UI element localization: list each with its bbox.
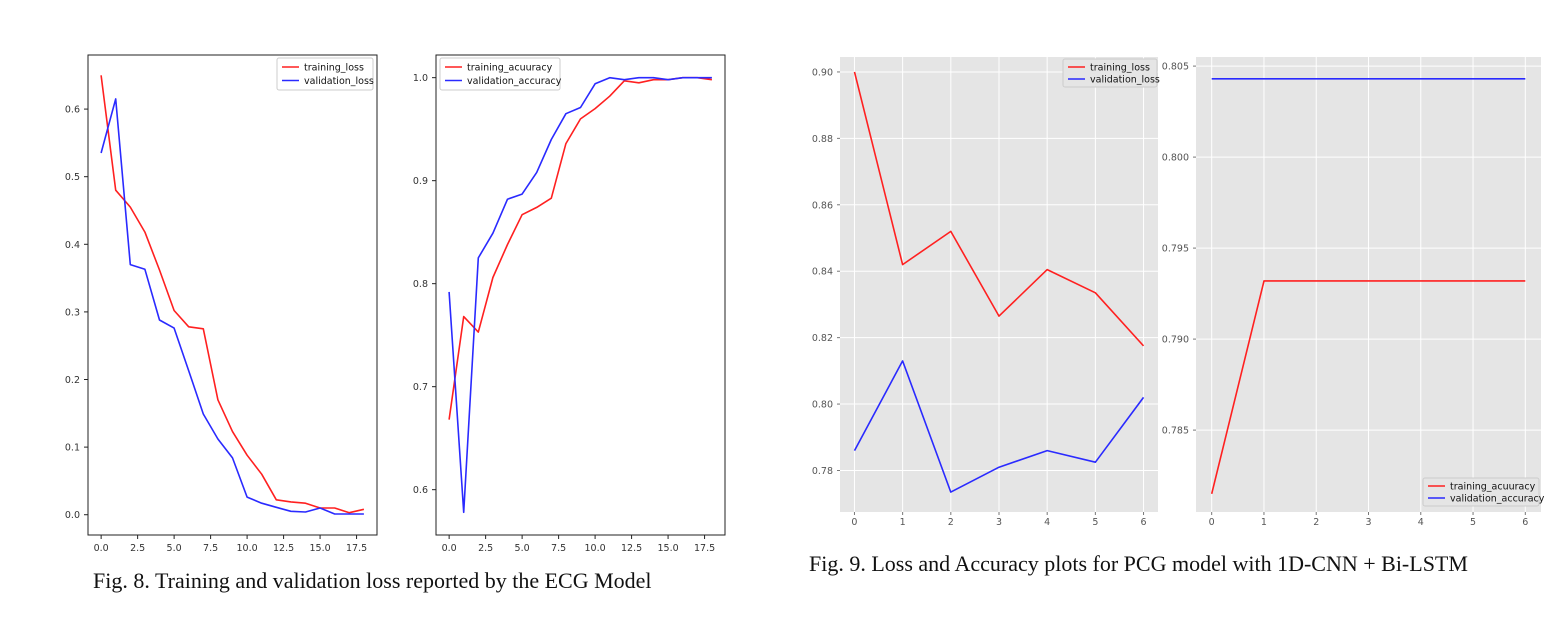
x-tick-label: 6 xyxy=(1141,517,1147,528)
x-tick-label: 17.5 xyxy=(346,543,367,554)
legend-label: validation_loss xyxy=(1090,74,1160,85)
fig8-caption: Fig. 8. Training and validation loss rep… xyxy=(93,568,652,593)
x-tick-label: 5.0 xyxy=(167,543,182,554)
x-tick-label: 6 xyxy=(1522,517,1528,528)
x-tick-label: 3 xyxy=(1365,517,1371,528)
legend-box xyxy=(1062,58,1158,88)
legend-label: training_loss xyxy=(304,62,364,73)
x-tick-label: 10.0 xyxy=(237,543,258,554)
x-tick-label: 7.5 xyxy=(551,543,566,554)
legend-box xyxy=(1422,477,1540,507)
plot-area xyxy=(87,54,378,536)
series-line-training-acuuracy xyxy=(1210,280,1526,494)
x-tick-label: 7.5 xyxy=(203,543,218,554)
y-tick-label: 0.8 xyxy=(413,279,428,290)
x-tick-label: 1 xyxy=(1261,517,1267,528)
plot-area xyxy=(435,54,726,536)
series-line-training-loss xyxy=(853,71,1145,347)
y-tick-label: 0.800 xyxy=(1162,153,1189,164)
x-tick-label: 15.0 xyxy=(657,543,678,554)
x-tick-label: 2.5 xyxy=(478,543,493,554)
fig9-loss-chart: 0 1 2 3 4 5 6 0.78 0.80 0.82 0.84 0.86 0.88 0.90 train… xyxy=(812,57,1160,528)
x-tick-label: 4 xyxy=(1044,517,1050,528)
legend-label: training_loss xyxy=(1090,62,1150,73)
x-tick-label: 1 xyxy=(900,517,906,528)
y-tick-label: 0.88 xyxy=(812,134,833,145)
fig8-accuracy-chart: 0.0 2.5 5.0 7.5 10.0 12.5 15.0 17.5 0.6 0.7 0.8 0.9… xyxy=(413,54,726,554)
y-tick-label: 0.2 xyxy=(65,375,80,386)
x-tick-label: 0 xyxy=(851,517,857,528)
y-tick-label: 0.790 xyxy=(1162,335,1189,346)
fig9-caption: Fig. 9. Loss and Accuracy plots for PCG … xyxy=(809,551,1468,576)
x-tick-label: 12.5 xyxy=(621,543,642,554)
y-tick-label: 0.6 xyxy=(413,485,428,496)
y-tick-label: 0.795 xyxy=(1162,244,1189,255)
legend-box xyxy=(439,57,561,91)
y-tick-label: 0.7 xyxy=(413,382,428,393)
legend-label: training_acuuracy xyxy=(1450,481,1536,492)
x-tick-label: 2 xyxy=(948,517,954,528)
y-tick-label: 0.84 xyxy=(812,267,833,278)
y-tick-label: 0.6 xyxy=(65,105,80,116)
x-tick-label: 12.5 xyxy=(273,543,294,554)
legend-label: validation_loss xyxy=(304,76,374,87)
y-tick-label: 0.805 xyxy=(1162,62,1189,73)
x-tick-label: 5 xyxy=(1092,517,1098,528)
legend-box xyxy=(276,57,374,91)
y-tick-label: 0.82 xyxy=(812,333,833,344)
x-tick-label: 17.5 xyxy=(694,543,715,554)
y-tick-label: 0.0 xyxy=(65,510,80,521)
x-tick-label: 4 xyxy=(1418,517,1424,528)
y-tick-label: 0.3 xyxy=(65,307,80,318)
y-tick-label: 0.9 xyxy=(413,176,428,187)
y-tick-label: 0.4 xyxy=(65,240,80,251)
y-tick-label: 0.785 xyxy=(1162,426,1189,437)
x-tick-label: 5 xyxy=(1470,517,1476,528)
y-tick-label: 0.80 xyxy=(812,400,833,411)
fig8-loss-chart: 0.0 2.5 5.0 7.5 10.0 12.5 15.0 17.5 0.0 0.1 0.2 0.3… xyxy=(65,54,378,554)
x-tick-label: 3 xyxy=(996,517,1002,528)
x-tick-label: 0 xyxy=(1209,517,1215,528)
y-tick-label: 0.86 xyxy=(812,200,833,211)
legend-label: validation_accuracy xyxy=(467,76,562,87)
x-tick-label: 2.5 xyxy=(130,543,145,554)
x-tick-label: 10.0 xyxy=(585,543,606,554)
y-tick-label: 0.1 xyxy=(65,443,80,454)
x-tick-label: 0.0 xyxy=(94,543,109,554)
series-line-validation-accuracy xyxy=(448,76,712,514)
legend-label: training_acuuracy xyxy=(467,62,553,73)
x-tick-label: 2 xyxy=(1313,517,1319,528)
y-tick-label: 0.5 xyxy=(65,172,80,183)
x-tick-label: 0.0 xyxy=(442,543,457,554)
y-tick-label: 0.78 xyxy=(812,466,833,477)
y-tick-label: 0.90 xyxy=(812,67,833,78)
legend-label: validation_accuracy xyxy=(1450,493,1545,504)
x-tick-label: 15.0 xyxy=(309,543,330,554)
fig9-accuracy-chart: 0 1 2 3 4 5 6 0.785 0.790 0.795 0.800 0.805 training… xyxy=(1162,57,1545,528)
series-line-validation-loss xyxy=(853,360,1145,493)
series-line-validation-loss xyxy=(100,98,364,515)
x-tick-label: 5.0 xyxy=(515,543,530,554)
y-tick-label: 1.0 xyxy=(413,73,428,84)
